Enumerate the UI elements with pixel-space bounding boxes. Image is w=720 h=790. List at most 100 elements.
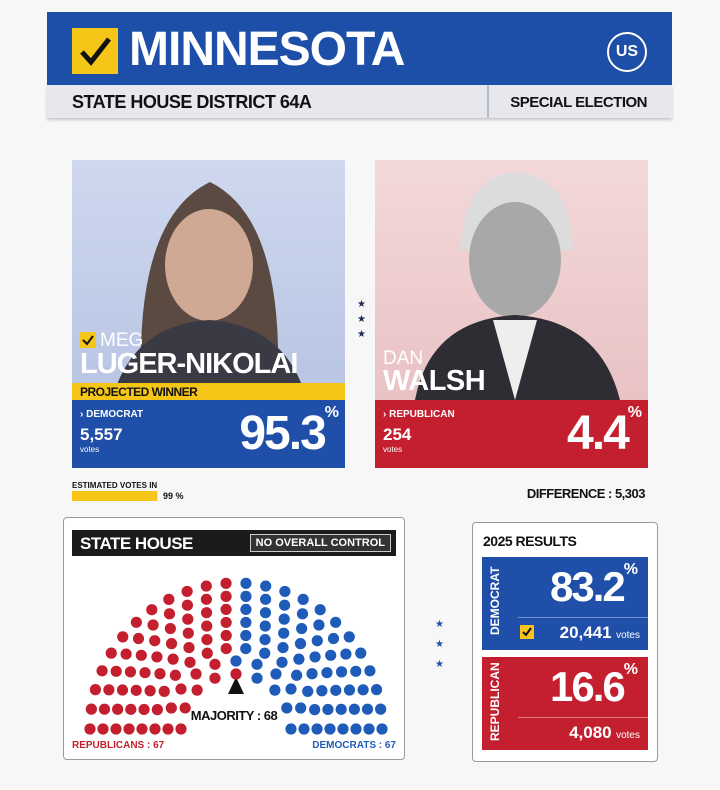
- seat: [278, 599, 291, 611]
- seat: [163, 593, 175, 605]
- first-name: MEG: [100, 330, 144, 351]
- seat: [182, 627, 194, 639]
- difference: DIFFERENCE : 5,303: [526, 486, 646, 501]
- party-name: REPUBLICAN: [488, 662, 502, 741]
- seat: [269, 684, 281, 696]
- photo: [72, 160, 345, 400]
- votes-value: 4,080: [569, 723, 612, 742]
- seat: [325, 649, 337, 661]
- seat: [201, 634, 213, 646]
- seat: [330, 684, 342, 696]
- seat: [240, 642, 252, 655]
- seat: [149, 635, 161, 647]
- seat: [147, 619, 159, 631]
- seat: [125, 703, 137, 715]
- seat: [89, 684, 102, 696]
- estimated-unit: %: [175, 491, 184, 501]
- seat: [110, 723, 122, 735]
- seat: [309, 651, 321, 663]
- state-name: MINNESOTA: [129, 23, 405, 76]
- state-house-box: STATE HOUSE NO OVERALL CONTROL MAJORITY …: [63, 517, 405, 760]
- democrat-seats: DEMOCRATS : 67: [312, 740, 396, 751]
- seat: [151, 704, 163, 716]
- seat: [240, 590, 252, 602]
- party-label: DEMOCRATS :: [312, 740, 383, 751]
- seat: [181, 599, 194, 611]
- votes-value: 20,441: [559, 623, 612, 642]
- percent-value: 95.3: [239, 407, 326, 460]
- seat: [355, 647, 367, 659]
- seat: [139, 667, 151, 679]
- percent-value: 4.4: [567, 407, 630, 460]
- last-name: LUGER-NIKOLAI: [80, 348, 298, 380]
- seat: [259, 634, 271, 646]
- results-box: 2025 RESULTS DEMOCRAT 83.2% 20,441 votes…: [472, 522, 658, 762]
- seat-count: 67: [153, 740, 165, 751]
- seat: [260, 580, 272, 592]
- seat: [251, 672, 263, 684]
- seat: [190, 668, 202, 680]
- star: ★: [435, 659, 444, 670]
- seat: [135, 649, 147, 661]
- seat: [270, 668, 282, 680]
- seat: [311, 635, 323, 647]
- seat: [230, 668, 242, 680]
- percent: 95.3%: [239, 404, 339, 461]
- estimated-percent: 99 %: [163, 491, 184, 501]
- seat: [285, 723, 297, 735]
- seat: [335, 666, 348, 678]
- seat: [313, 619, 325, 631]
- votes: 254: [383, 425, 412, 444]
- seat: [103, 684, 115, 696]
- party-name: DEMOCRAT: [488, 566, 502, 635]
- votes: 20,441 votes: [560, 623, 640, 643]
- majority: MAJORITY : 68: [190, 708, 278, 723]
- result-band: › REPUBLICAN 254 votes 4.4%: [375, 400, 648, 468]
- seat: [316, 685, 328, 697]
- seat: [179, 702, 191, 714]
- divider: [487, 85, 489, 118]
- seat: [105, 647, 117, 659]
- seat: [230, 655, 242, 667]
- party: › REPUBLICAN: [383, 409, 455, 420]
- seat: [146, 604, 158, 616]
- results-title: 2025 RESULTS: [483, 533, 577, 549]
- seat: [350, 665, 362, 677]
- star: ★: [357, 329, 366, 340]
- estimated-value: 99: [163, 491, 174, 501]
- seat: [343, 684, 356, 696]
- seat: [321, 667, 333, 679]
- seat: [96, 665, 108, 677]
- votes-label: votes: [616, 730, 640, 741]
- check-box: [80, 332, 96, 348]
- seat: [330, 616, 342, 628]
- seat: [149, 723, 161, 735]
- percent: 4.4%: [567, 404, 642, 461]
- seat: [376, 723, 388, 735]
- seat: [124, 666, 137, 678]
- party-label: REPUBLICANS :: [72, 740, 151, 751]
- hemicycle: [84, 577, 388, 735]
- control-status: NO OVERALL CONTROL: [249, 534, 391, 552]
- logo: US: [607, 32, 647, 72]
- percent-value: 16.6: [550, 663, 626, 710]
- seat: [278, 613, 290, 625]
- seat: [350, 723, 362, 735]
- check-box: [520, 625, 534, 639]
- seat: [278, 627, 290, 639]
- seat: [200, 593, 213, 605]
- seat: [175, 723, 187, 735]
- party: › DEMOCRAT: [80, 409, 144, 420]
- seat: [164, 622, 176, 635]
- candidate-card: MEG LUGER-NIKOLAI PROJECTED WINNER › DEM…: [72, 160, 345, 468]
- democrat-block: DEMOCRAT 83.2% 20,441 votes: [482, 557, 648, 650]
- votes: 5,557: [80, 425, 123, 444]
- seat: [220, 577, 232, 589]
- party-name: REPUBLICAN: [389, 409, 455, 420]
- candidate-card: DAN WALSH › REPUBLICAN 254 votes 4.4%: [375, 160, 648, 468]
- seat: [297, 593, 309, 605]
- seat: [259, 620, 271, 632]
- seat: [240, 577, 252, 589]
- seat: [220, 642, 232, 655]
